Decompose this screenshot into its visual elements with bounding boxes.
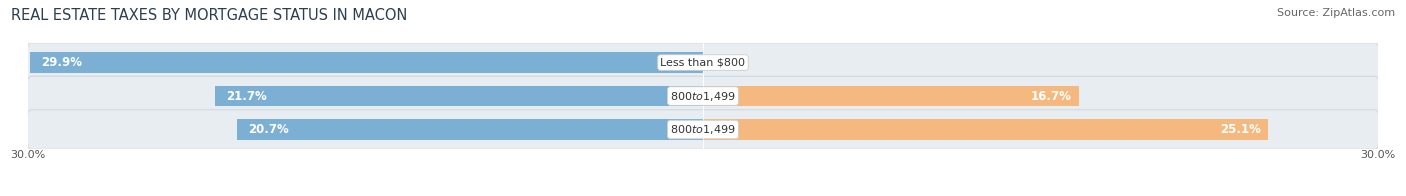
Text: $800 to $1,499: $800 to $1,499: [671, 90, 735, 103]
FancyBboxPatch shape: [28, 76, 1378, 116]
Text: 16.7%: 16.7%: [1031, 90, 1071, 103]
Bar: [238, 119, 703, 140]
Text: 21.7%: 21.7%: [226, 90, 267, 103]
Text: 25.1%: 25.1%: [1220, 123, 1261, 136]
Text: Less than $800: Less than $800: [661, 58, 745, 68]
Text: 29.9%: 29.9%: [42, 56, 83, 69]
Text: $800 to $1,499: $800 to $1,499: [671, 123, 735, 136]
Text: 20.7%: 20.7%: [249, 123, 290, 136]
Bar: [31, 52, 703, 73]
Bar: [703, 86, 1078, 106]
Bar: [215, 86, 703, 106]
Bar: [703, 119, 1268, 140]
Text: 0.0%: 0.0%: [714, 56, 747, 69]
Text: Source: ZipAtlas.com: Source: ZipAtlas.com: [1277, 8, 1395, 18]
FancyBboxPatch shape: [28, 43, 1378, 82]
Text: REAL ESTATE TAXES BY MORTGAGE STATUS IN MACON: REAL ESTATE TAXES BY MORTGAGE STATUS IN …: [11, 8, 408, 23]
FancyBboxPatch shape: [28, 110, 1378, 149]
